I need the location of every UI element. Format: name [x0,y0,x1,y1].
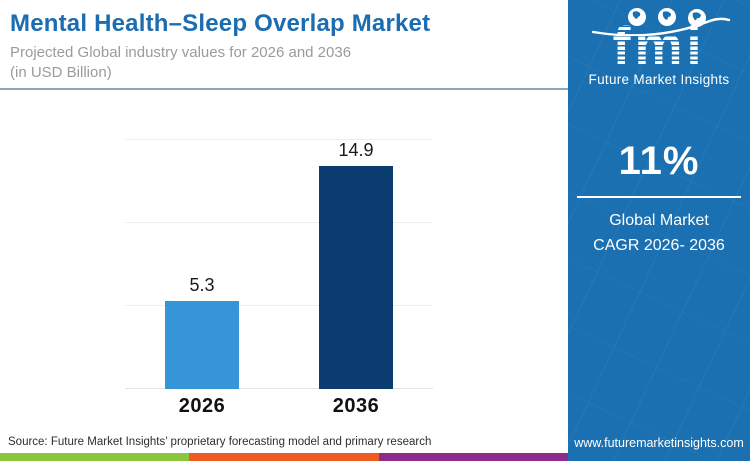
bar-value-label: 14.9 [338,140,374,160]
x-axis-labels: 2026 2036 [125,395,433,418]
strip-orange [189,453,379,461]
cagr-block: 11% Global Market CAGR 2026- 2036 [574,139,744,258]
strip-purple [378,453,568,461]
bar-value-label: 5.3 [189,275,215,295]
cagr-label-line-1: Global Market [609,212,709,229]
gridline [125,388,433,389]
bar-chart: 5.3 14.9 2026 2036 [0,90,568,425]
x-axis-label: 2026 [178,395,226,417]
gridline [125,222,433,223]
bar-chart-plot: 5.3 14.9 [125,139,433,389]
bar-2036 [319,166,393,389]
strip-green [0,453,190,461]
chart-card: Mental Health–Sleep Overlap Market Proje… [0,0,568,461]
logo-globe-icons [591,8,731,36]
subtitle-line-1: Projected Global industry values for 202… [10,44,352,61]
header-divider [0,88,568,90]
gridline [125,305,433,306]
page-title: Mental Health–Sleep Overlap Market [10,10,431,37]
fmi-logo-label: Future Market Insights [588,72,730,87]
gridline [125,139,433,140]
website-link[interactable]: www.futuremarketinsights.com [574,436,744,450]
bar-slot: 5.3 [125,140,279,389]
fmi-logo-text: fmi [579,19,739,73]
source-note: Source: Future Market Insights’ propriet… [8,436,432,448]
x-axis-label: 2036 [332,395,380,417]
cagr-divider [577,196,741,198]
fmi-logo: fmi Future Market Insights [579,6,739,87]
bottom-color-strip [0,453,568,461]
cagr-value: 11% [618,139,700,183]
brand-panel: fmi Future Market Insights 11% Global Ma… [568,0,750,461]
header: Mental Health–Sleep Overlap Market Proje… [0,0,568,83]
subtitle-line-2: (in USD Billion) [10,64,112,81]
bar-2026 [165,301,239,389]
cagr-label-line-2: CAGR 2026- 2036 [593,237,725,254]
bar-slot: 14.9 [279,140,433,389]
